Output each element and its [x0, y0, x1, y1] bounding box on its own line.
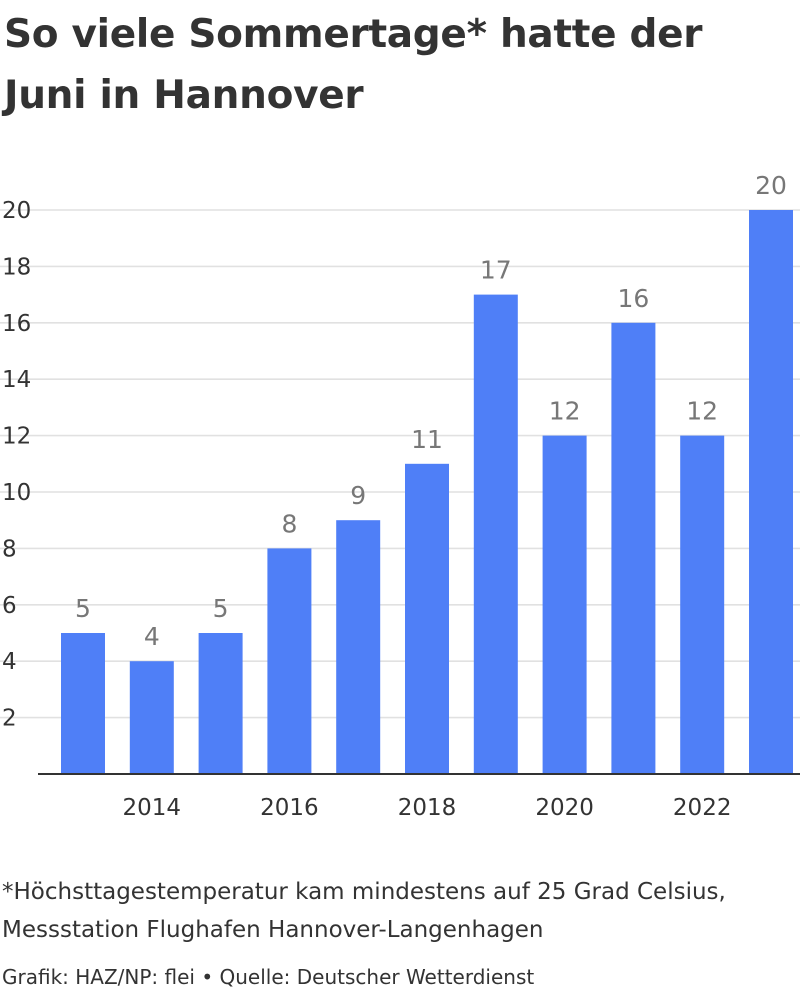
- y-tick-label-2: 2: [2, 706, 17, 732]
- x-tick-label-2016: 2016: [260, 795, 319, 821]
- chart-title: So viele Sommertage* hatte der Juni in H…: [4, 12, 703, 118]
- bars: [61, 210, 793, 774]
- data-labels: 5 4 5 8 9 11 17 12 16 12 20: [75, 171, 787, 651]
- credit-line: Grafik: HAZ/NP: flei • Quelle: Deutscher…: [2, 961, 798, 993]
- bar-2019: [473, 294, 518, 774]
- bar-2021: [611, 322, 656, 774]
- data-label-2018: 11: [411, 425, 443, 454]
- footnote: *Höchsttagestemperatur kam mindestens au…: [2, 879, 726, 943]
- y-tick-label-18: 18: [2, 254, 31, 280]
- grid-lines: [0, 209, 800, 719]
- data-label-2020: 12: [549, 397, 581, 426]
- x-tick-label-2020: 2020: [535, 795, 594, 821]
- bar-2023: [749, 210, 793, 774]
- bar-2016: [267, 548, 312, 774]
- data-label-2017: 9: [350, 481, 366, 510]
- y-tick-label-8: 8: [2, 536, 17, 562]
- y-tick-label-6: 6: [2, 593, 17, 619]
- bar-2020: [542, 435, 587, 774]
- y-tick-label-4: 4: [2, 649, 17, 675]
- credit-separator: •: [201, 965, 214, 989]
- data-label-2016: 8: [281, 509, 297, 538]
- data-label-2013: 5: [75, 594, 91, 623]
- y-tick-label-16: 16: [2, 311, 31, 337]
- credit-source: Quelle: Deutscher Wetterdienst: [219, 965, 535, 989]
- data-label-2023: 20: [755, 171, 787, 200]
- bar-2014: [129, 661, 174, 774]
- data-label-2019: 17: [480, 256, 512, 285]
- y-tick-label-10: 10: [2, 480, 31, 506]
- x-tick-label-2022: 2022: [673, 795, 732, 821]
- data-label-2021: 16: [617, 284, 649, 313]
- bar-2022: [680, 435, 725, 774]
- y-tick-label-12: 12: [2, 424, 31, 450]
- bar-2018: [405, 463, 449, 774]
- x-tick-label-2014: 2014: [123, 795, 182, 821]
- data-label-2014: 4: [144, 622, 160, 651]
- credit-author: Grafik: HAZ/NP: flei: [2, 965, 195, 989]
- y-axis-tick-labels: 2 4 6 8 10 12 14 16 18 20: [2, 198, 31, 732]
- y-tick-label-14: 14: [2, 367, 31, 393]
- x-axis-tick-labels: 2014 2016 2018 2020 2022: [123, 795, 732, 821]
- y-tick-label-20: 20: [2, 198, 31, 224]
- bar-2015: [198, 633, 243, 774]
- data-label-2015: 5: [213, 594, 229, 623]
- x-tick-label-2018: 2018: [398, 795, 457, 821]
- bar-2013: [61, 633, 105, 774]
- bar-2017: [336, 520, 381, 774]
- data-label-2022: 12: [686, 397, 718, 426]
